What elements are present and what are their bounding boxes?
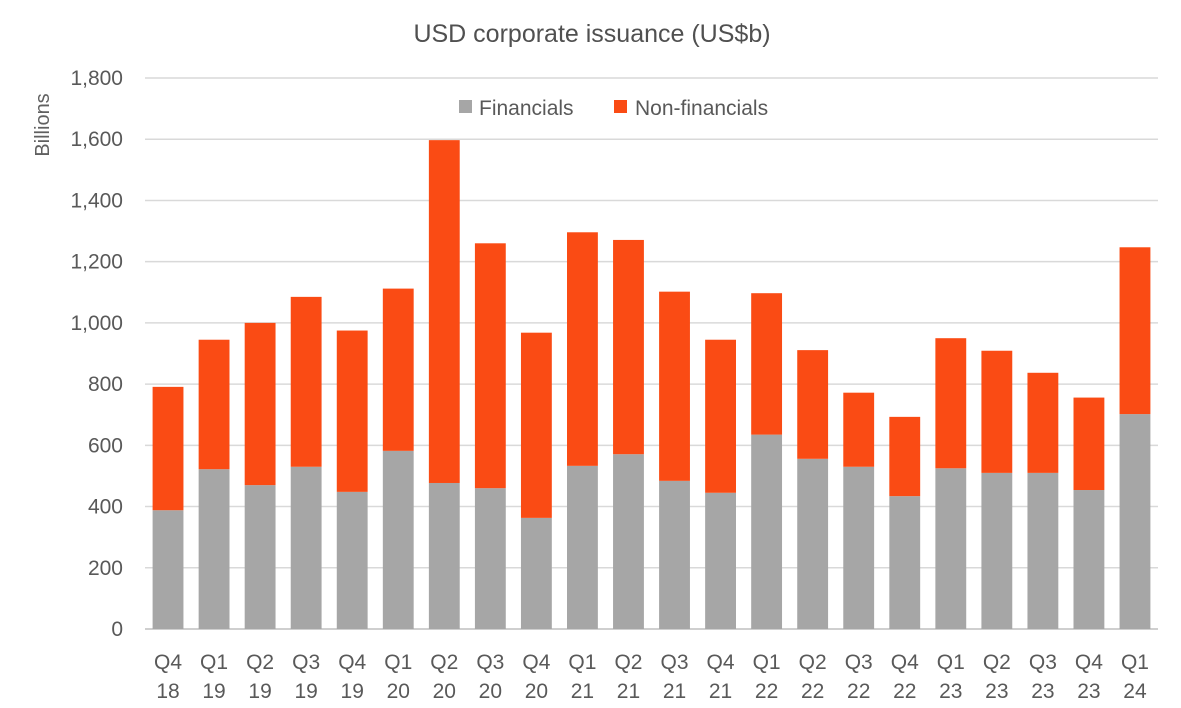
legend-label-financials: Financials — [479, 97, 574, 120]
bar-financials — [474, 488, 506, 629]
legend-label-non-financials: Non-financials — [635, 97, 768, 120]
x-tick-label: Q2 22 — [799, 651, 827, 703]
bar-financials — [152, 510, 184, 629]
bar-financials — [520, 517, 552, 629]
bar-financials — [843, 466, 875, 629]
bar-financials — [1073, 490, 1105, 629]
bar-financials — [935, 468, 967, 629]
legend-swatch-non-financials — [614, 100, 627, 113]
x-tick-label: Q1 21 — [568, 651, 596, 703]
legend: Financials Non-financials — [459, 97, 768, 120]
bar-non-financials — [613, 239, 644, 455]
y-tick-label: 1,000 — [70, 312, 123, 335]
bar-financials — [613, 454, 644, 629]
x-tick-label: Q4 22 — [891, 651, 919, 703]
x-tick-label: Q3 23 — [1029, 651, 1057, 703]
bar-financials — [244, 485, 276, 629]
bar-non-financials — [290, 296, 322, 467]
x-tick-label: Q3 20 — [476, 651, 504, 703]
y-tick-label: 800 — [88, 373, 123, 396]
x-tick-label: Q1 22 — [753, 651, 781, 703]
x-tick-label: Q1 23 — [937, 651, 965, 703]
bar-financials — [1027, 472, 1059, 629]
bar-non-financials — [336, 330, 368, 492]
y-tick-label: 0 — [111, 618, 123, 641]
bar-non-financials — [198, 339, 230, 470]
bar-financials — [705, 492, 736, 629]
bar-non-financials — [152, 386, 184, 511]
y-axis-title: Billions — [32, 93, 54, 156]
y-axis-ticks: 0 200 400 600 800 1,000 1,200 1,400 1,600 1,800 — [70, 67, 123, 641]
x-tick-label: Q2 21 — [614, 651, 642, 703]
y-tick-label: 200 — [88, 557, 123, 580]
bar-non-financials — [474, 243, 506, 489]
bar-financials — [1119, 414, 1151, 629]
bar-non-financials — [843, 392, 875, 467]
x-tick-label: Q1 19 — [200, 651, 228, 703]
y-tick-label: 400 — [88, 496, 123, 519]
bar-non-financials — [428, 140, 460, 483]
bar-financials — [290, 466, 322, 629]
x-tick-label: Q4 20 — [522, 651, 550, 703]
x-tick-label: Q3 19 — [292, 651, 320, 703]
bar-non-financials — [705, 339, 736, 493]
bar-non-financials — [1119, 247, 1151, 415]
bar-financials — [198, 469, 230, 629]
bar-non-financials — [1073, 397, 1105, 491]
x-axis-ticks: Q4 18 Q1 19 Q2 19 Q3 19 Q4 19 Q1 20 Q2 20 Q3 20 Q4 20 Q1 21… — [154, 651, 1149, 703]
x-tick-label: Q4 21 — [707, 651, 735, 703]
bar-financials — [889, 496, 921, 629]
x-tick-label: Q1 20 — [384, 651, 412, 703]
x-tick-label: Q1 24 — [1121, 651, 1149, 703]
bar-non-financials — [751, 293, 783, 435]
y-tick-label: 1,400 — [70, 189, 123, 212]
x-tick-label: Q2 20 — [430, 651, 458, 703]
bars — [152, 140, 1151, 629]
bar-financials — [659, 480, 690, 629]
y-tick-label: 1,800 — [70, 67, 123, 90]
x-tick-label: Q2 19 — [246, 651, 274, 703]
x-tick-label: Q3 21 — [661, 651, 689, 703]
bar-financials — [382, 450, 414, 629]
x-tick-label: Q4 19 — [338, 651, 366, 703]
bar-non-financials — [520, 332, 552, 518]
chart-title: USD corporate issuance (US$b) — [413, 20, 770, 48]
bar-financials — [428, 482, 460, 629]
bar-non-financials — [567, 232, 598, 466]
x-tick-label: Q3 22 — [845, 651, 873, 703]
bar-non-financials — [797, 350, 829, 459]
x-tick-label: Q2 23 — [983, 651, 1011, 703]
x-tick-label: Q4 23 — [1075, 651, 1103, 703]
bar-financials — [336, 491, 368, 629]
bar-non-financials — [935, 338, 967, 469]
bar-financials — [567, 465, 598, 629]
bar-financials — [981, 472, 1013, 629]
bar-non-financials — [382, 288, 414, 451]
legend-swatch-financials — [459, 100, 472, 113]
bar-financials — [797, 458, 829, 629]
y-tick-label: 1,200 — [70, 251, 123, 274]
bar-financials — [751, 434, 783, 629]
bar-non-financials — [244, 322, 276, 486]
y-tick-label: 600 — [88, 434, 123, 457]
y-tick-label: 1,600 — [70, 128, 123, 151]
bar-non-financials — [1027, 372, 1059, 473]
bar-non-financials — [659, 291, 690, 481]
x-tick-label: Q4 18 — [154, 651, 182, 703]
bar-non-financials — [889, 416, 921, 497]
bar-non-financials — [981, 350, 1013, 473]
